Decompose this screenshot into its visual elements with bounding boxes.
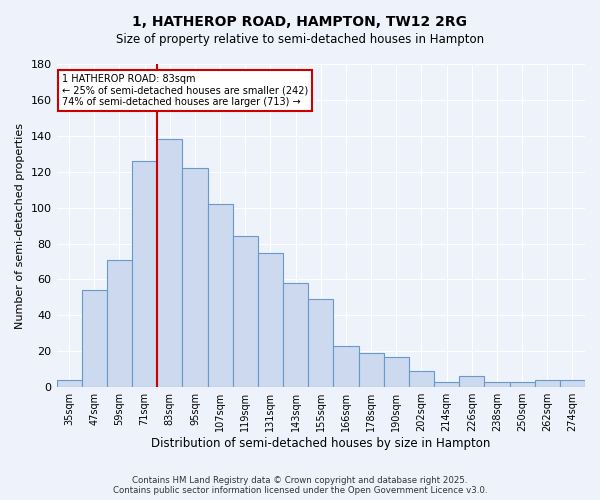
Bar: [509, 382, 535, 387]
Bar: [107, 260, 132, 387]
Bar: [182, 168, 208, 387]
Bar: [283, 283, 308, 387]
Text: 1 HATHEROP ROAD: 83sqm
← 25% of semi-detached houses are smaller (242)
74% of se: 1 HATHEROP ROAD: 83sqm ← 25% of semi-det…: [62, 74, 308, 107]
Bar: [157, 140, 182, 387]
Bar: [560, 380, 585, 387]
Bar: [334, 346, 359, 387]
Bar: [484, 382, 509, 387]
Bar: [459, 376, 484, 387]
Bar: [233, 236, 258, 387]
Bar: [132, 161, 157, 387]
Bar: [383, 356, 409, 387]
X-axis label: Distribution of semi-detached houses by size in Hampton: Distribution of semi-detached houses by …: [151, 437, 490, 450]
Text: Size of property relative to semi-detached houses in Hampton: Size of property relative to semi-detach…: [116, 32, 484, 46]
Bar: [359, 353, 383, 387]
Bar: [82, 290, 107, 387]
Bar: [535, 380, 560, 387]
Bar: [409, 371, 434, 387]
Bar: [56, 380, 82, 387]
Text: 1, HATHEROP ROAD, HAMPTON, TW12 2RG: 1, HATHEROP ROAD, HAMPTON, TW12 2RG: [133, 15, 467, 29]
Text: Contains HM Land Registry data © Crown copyright and database right 2025.
Contai: Contains HM Land Registry data © Crown c…: [113, 476, 487, 495]
Bar: [208, 204, 233, 387]
Bar: [434, 382, 459, 387]
Bar: [308, 299, 334, 387]
Y-axis label: Number of semi-detached properties: Number of semi-detached properties: [15, 122, 25, 328]
Bar: [258, 252, 283, 387]
